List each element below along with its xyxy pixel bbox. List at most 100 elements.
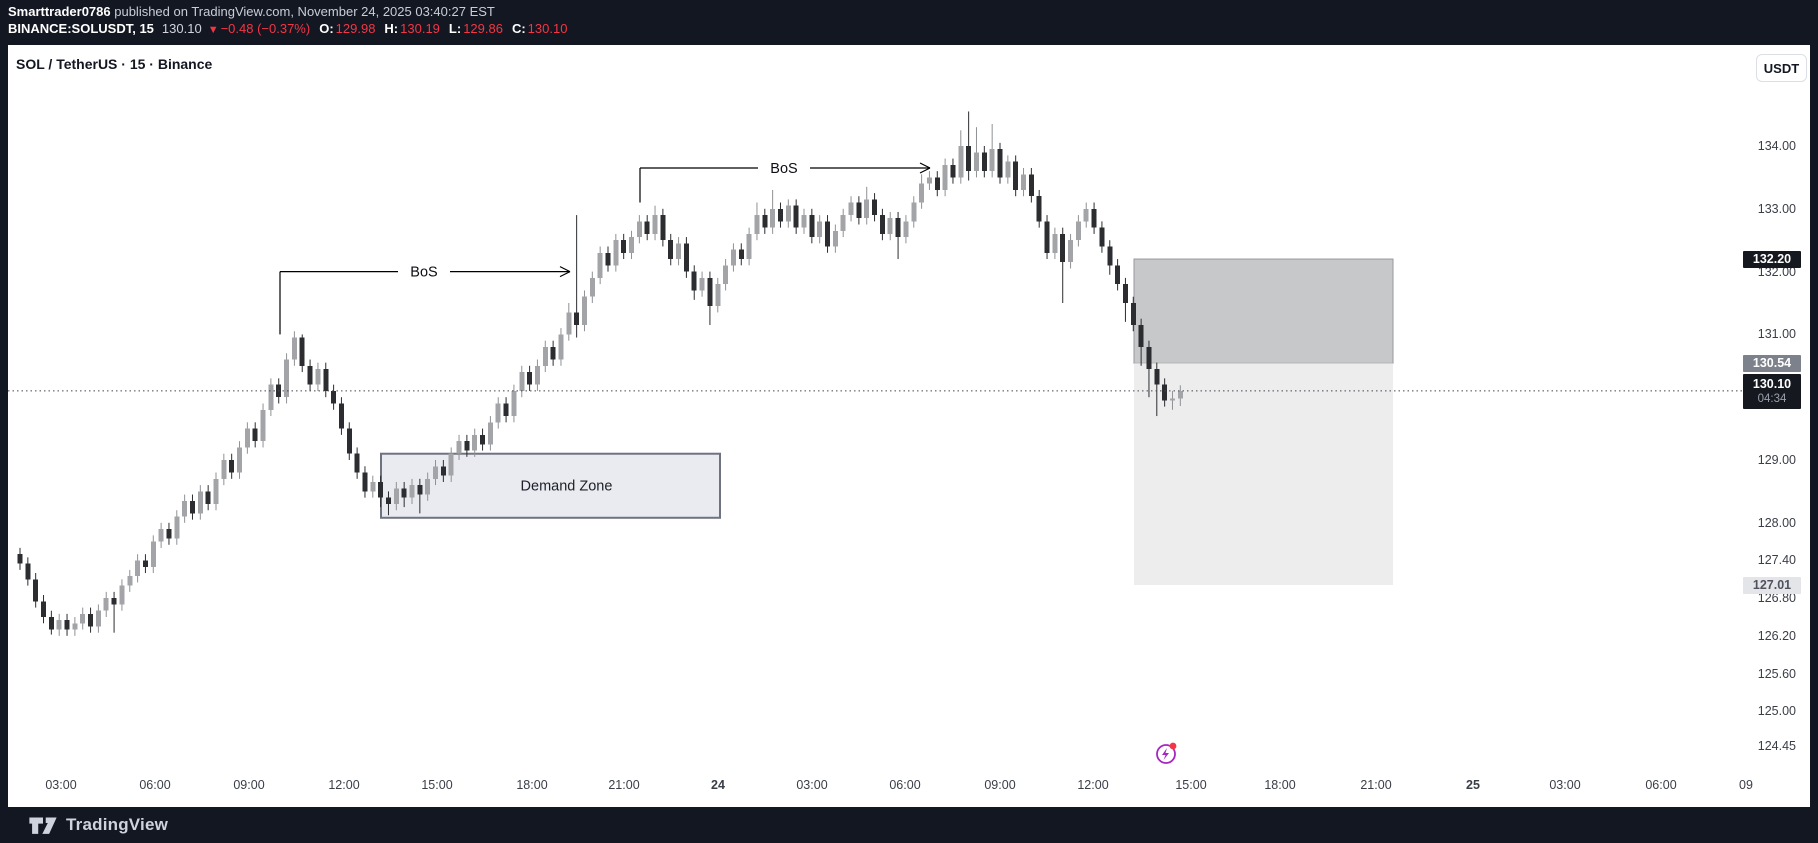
time-tick: 12:00 <box>328 778 360 792</box>
candle-up <box>903 221 909 238</box>
candle-down <box>825 221 831 247</box>
candle-down <box>503 403 509 417</box>
candle-up <box>370 481 376 492</box>
candle-up <box>715 284 721 307</box>
candle-down <box>1060 233 1066 263</box>
candle-up <box>80 613 86 624</box>
candle-up <box>291 337 297 360</box>
open-value: 129.98 <box>335 21 376 36</box>
time-tick: 21:00 <box>608 778 640 792</box>
candle-down <box>793 205 799 228</box>
bos-label-bg <box>758 157 810 178</box>
candle-up <box>197 491 203 514</box>
candle-down <box>378 481 384 498</box>
candle-down <box>323 368 329 391</box>
time-tick: 15:00 <box>1175 778 1207 792</box>
candle-down <box>354 453 360 473</box>
candle-up <box>746 233 752 260</box>
candle-down <box>64 620 70 630</box>
candle-up <box>1021 174 1027 190</box>
chart-canvas[interactable]: Demand Zone BoS BoS <box>8 45 1810 807</box>
candle-up <box>566 312 572 335</box>
price-tick: 131.00 <box>1757 327 1796 342</box>
candle-down <box>856 202 862 219</box>
candle-up <box>315 368 321 385</box>
bos-label: BoS <box>410 264 437 280</box>
candle-up <box>1169 398 1175 401</box>
candle-up <box>221 460 227 479</box>
candle-down <box>252 428 258 442</box>
symbol-info-bar: BINANCE:SOLUSDT, 15 130.10 ▼ −0.48 (−0.37%)… <box>8 21 567 36</box>
bos-label: BoS <box>770 161 797 177</box>
logo-mark-icon <box>29 817 57 834</box>
candle-up <box>260 409 266 442</box>
candle-down <box>401 488 407 498</box>
candle-down <box>33 579 39 602</box>
candle-down <box>738 249 744 260</box>
candle-down <box>25 563 31 580</box>
candle-down <box>777 208 783 222</box>
candle-up <box>284 359 290 398</box>
candle-down <box>1013 161 1019 190</box>
candle-up <box>95 610 101 627</box>
candle-down <box>707 277 713 307</box>
price-level-label: 130.54 <box>1743 355 1801 373</box>
high-label: H: <box>384 21 399 36</box>
candle-down <box>346 428 352 454</box>
candle-up <box>848 202 854 216</box>
supply-zone-lower[interactable] <box>1134 363 1393 585</box>
time-tick: 18:00 <box>1264 778 1296 792</box>
candle-up <box>911 202 917 222</box>
candle-down <box>691 271 697 291</box>
candle-down <box>48 617 54 630</box>
candle-up <box>127 576 133 586</box>
candle-up <box>942 164 948 190</box>
candle-up <box>1068 240 1074 263</box>
candle-down <box>88 613 94 627</box>
price-tick: 128.00 <box>1757 515 1796 530</box>
time-tick: 15:00 <box>421 778 453 792</box>
candle-up <box>558 334 564 360</box>
candle-down <box>17 554 23 564</box>
currency-button[interactable]: USDT <box>1756 54 1807 82</box>
candle-down <box>417 485 423 495</box>
bos-arrowhead-icon <box>559 271 571 278</box>
candle-down <box>166 529 172 539</box>
candle-down <box>660 215 666 241</box>
symbol-name: BINANCE:SOLUSDT, 15 <box>8 21 154 36</box>
candle-up <box>832 230 838 247</box>
candle-up <box>919 183 925 203</box>
candle-up <box>174 516 180 539</box>
candle-up <box>542 346 548 366</box>
candle-down <box>683 243 689 272</box>
candle-up <box>754 215 760 234</box>
candle-down <box>1162 384 1168 401</box>
candle-down <box>1146 346 1152 369</box>
time-tick: 03:00 <box>45 778 77 792</box>
candle-up <box>652 215 658 234</box>
candle-down <box>879 215 885 234</box>
tradingview-logo[interactable]: TradingView <box>28 814 168 836</box>
bos-label-bg <box>398 261 450 282</box>
price-tick: 126.80 <box>1757 591 1796 606</box>
candle-up <box>495 403 501 423</box>
time-tick: 09:00 <box>233 778 265 792</box>
candle-down <box>762 215 768 228</box>
high-value: 130.19 <box>400 21 440 36</box>
price-tick: 133.00 <box>1757 201 1796 216</box>
time-tick: 25 <box>1466 778 1480 792</box>
candle-down <box>1122 284 1128 303</box>
candle-down <box>307 365 313 385</box>
candle-down <box>362 472 368 492</box>
candle-up <box>958 146 964 178</box>
candle-up <box>636 221 642 238</box>
candle-up <box>1083 208 1089 222</box>
supply-zone-upper[interactable] <box>1133 258 1394 364</box>
price-tick: 132.00 <box>1757 264 1796 279</box>
candle-up <box>581 296 587 325</box>
candle-up <box>1052 233 1058 253</box>
candle-down <box>1154 368 1160 385</box>
demand-zone-label: Demand Zone <box>521 479 613 495</box>
candle-up <box>730 249 736 266</box>
notification-dot-icon <box>1169 742 1177 750</box>
